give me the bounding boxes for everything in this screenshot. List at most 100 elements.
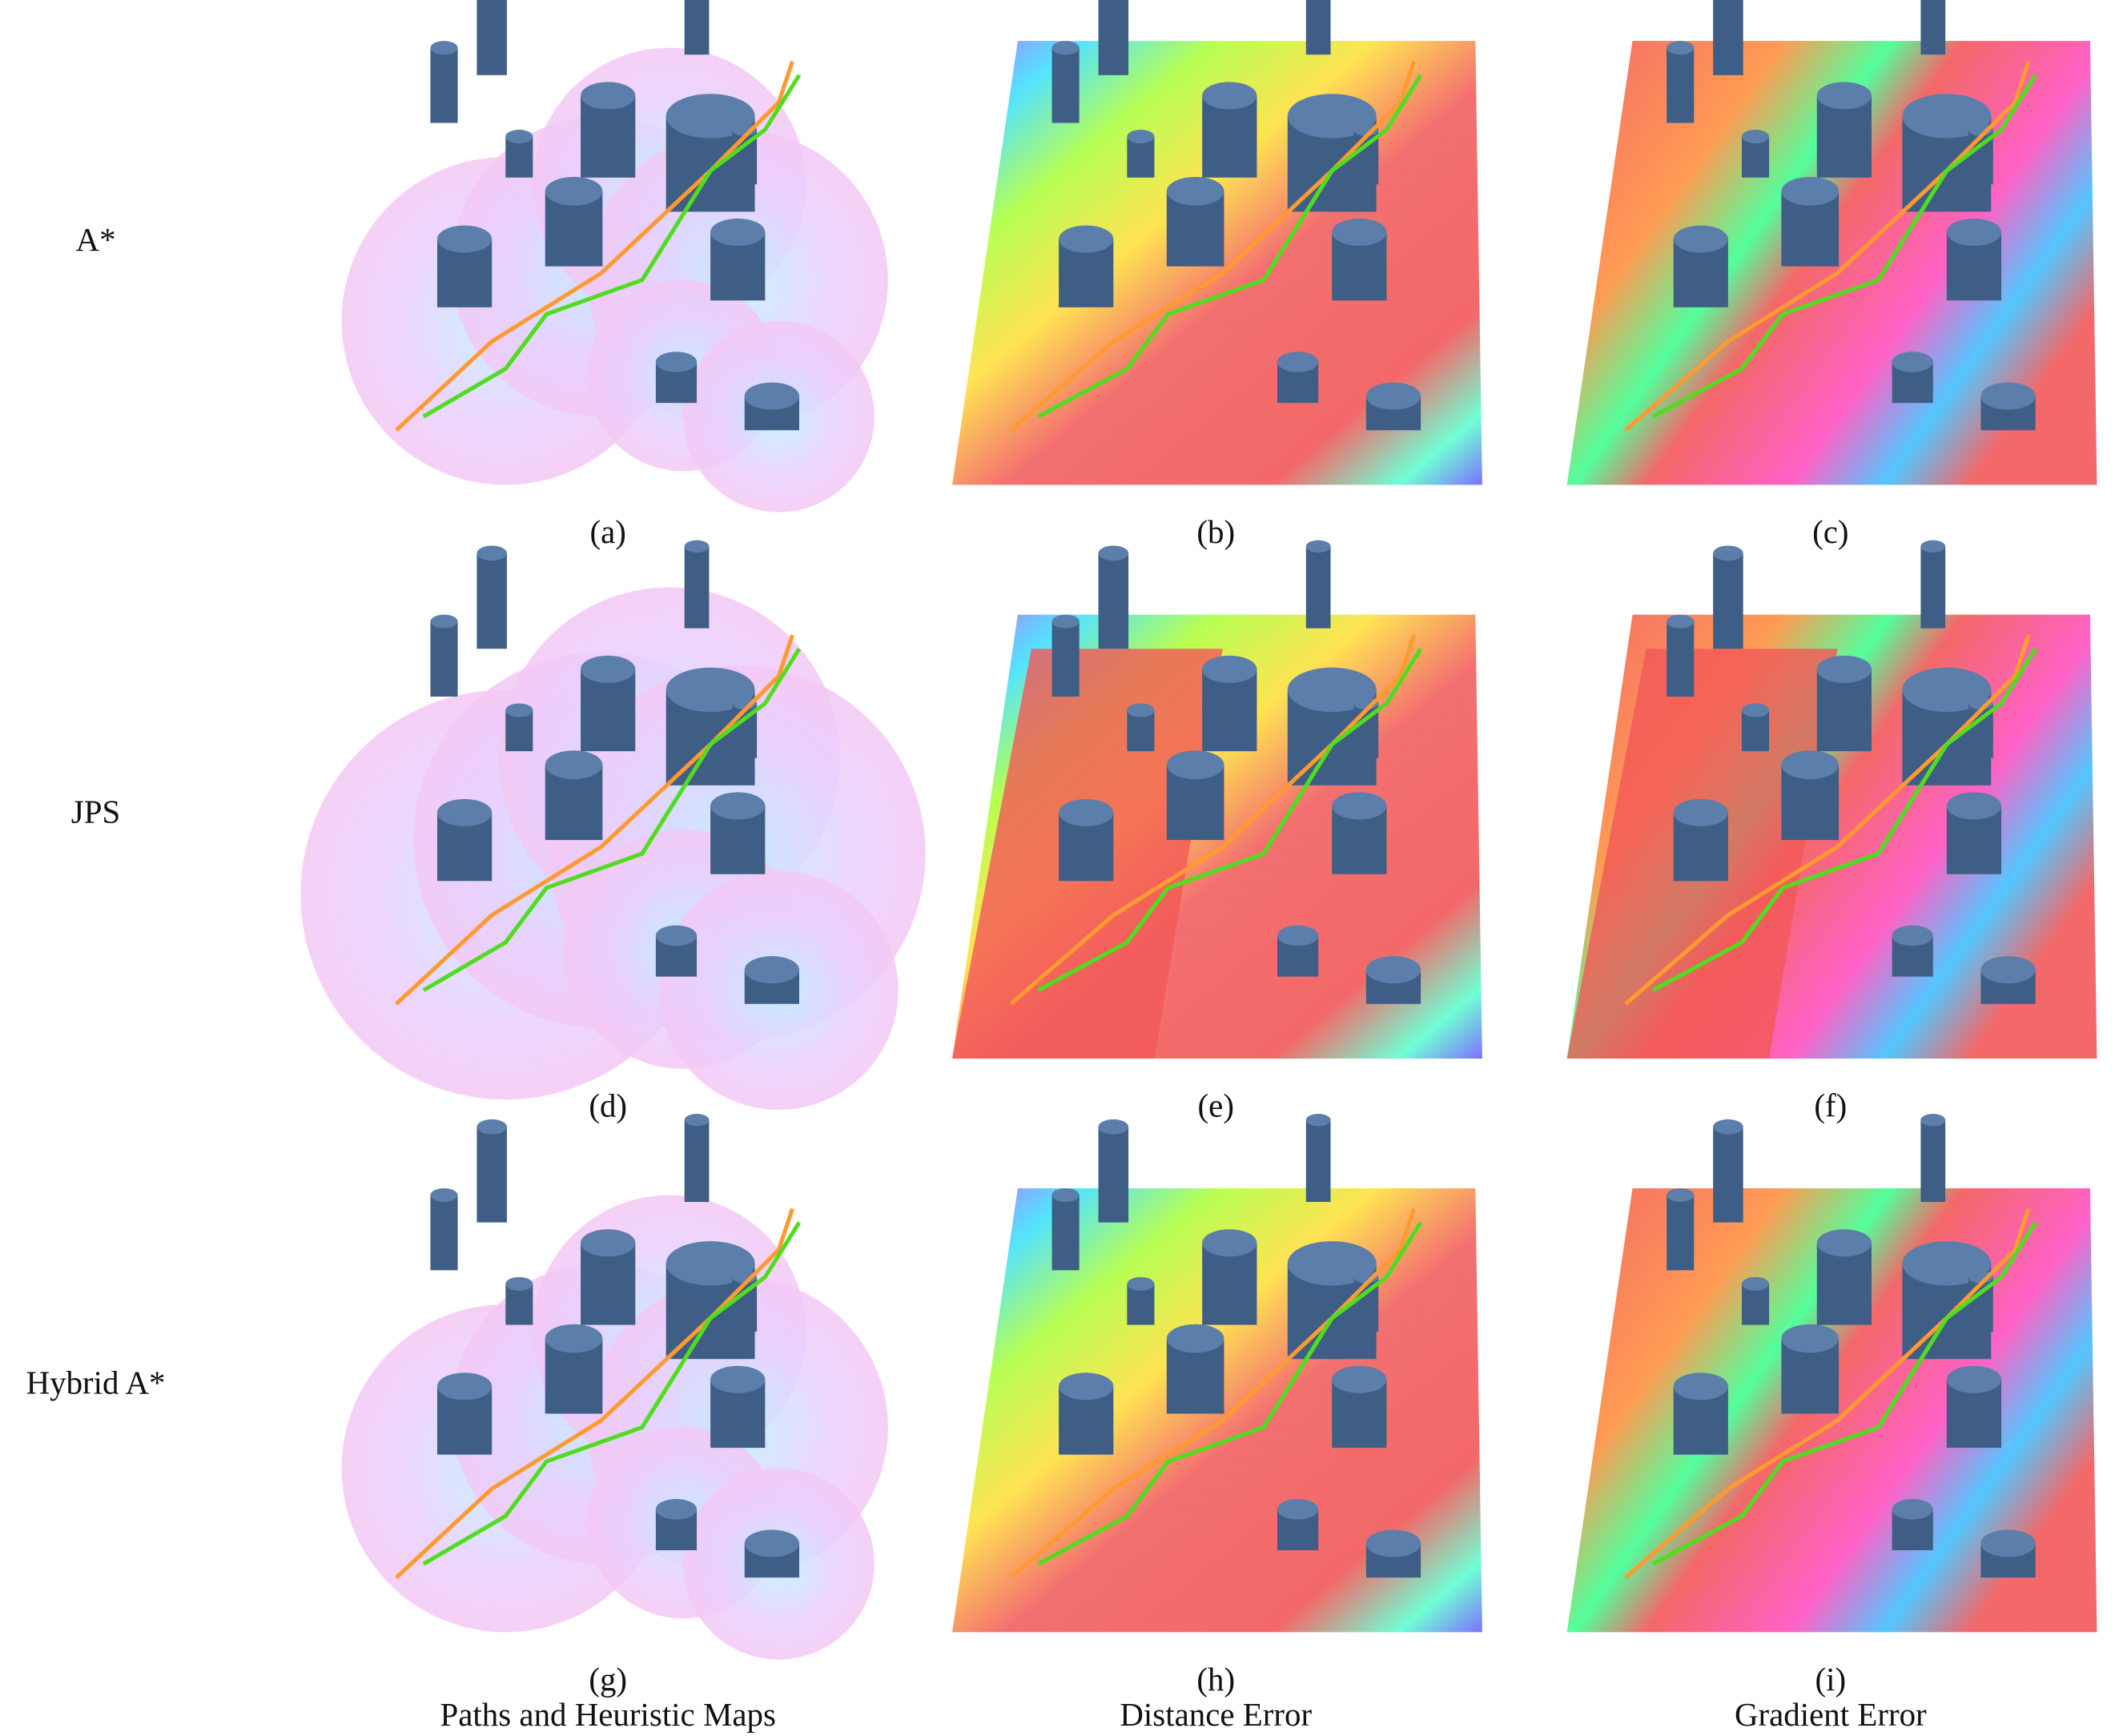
obstacle-top [1202,1229,1257,1257]
row-label: JPS [71,794,120,830]
obstacle [1713,1127,1743,1223]
panel-image [300,540,926,1110]
obstacle [1667,1195,1695,1271]
obstacle-top [1741,130,1770,144]
obstacle [1202,95,1257,178]
obstacle [684,0,710,55]
obstacle [581,95,636,178]
obstacle-top [1202,82,1257,110]
obstacle-top [1816,1229,1872,1257]
obstacle-top [1098,1119,1129,1135]
path-green [1651,647,2037,992]
obstacle [1667,621,1695,697]
column-caption: Paths and Heuristic Maps [440,1697,775,1733]
obstacle [1305,546,1331,629]
obstacle-top [1741,703,1770,717]
panel-label: (c) [1812,514,1848,550]
obstacle-top [436,1372,493,1400]
obstacle-top [1713,1119,1743,1135]
path-orange [1624,634,2031,1006]
obstacle [1051,1195,1080,1271]
obstacle-top [1277,1499,1319,1520]
obstacle [684,546,710,629]
obstacle-top [581,655,636,683]
obstacle-top [1902,667,1992,713]
obstacle-top [1902,1241,1992,1286]
obstacle-top [1051,1187,1080,1203]
obstacle-top [545,1324,603,1353]
obstacle [1098,1127,1129,1223]
obstacle [1051,47,1080,123]
obstacle-top [1365,382,1421,410]
obstacle-top [684,540,710,553]
obstacle-top [1946,1365,2002,1393]
obstacle-top [1892,1499,1933,1520]
obstacle-top [1781,176,1840,206]
obstacle-top [1287,94,1377,139]
obstacle-top [1667,41,1695,55]
panel-image [952,1114,1482,1633]
obstacle-top [581,1229,636,1257]
path-green [422,1221,802,1566]
obstacle [1713,0,1743,75]
obstacle-top [436,225,493,253]
obstacle-top [436,798,493,826]
panel-image [341,1114,888,1660]
obstacle [1816,95,1872,178]
obstacle [505,709,533,752]
path-orange [395,634,794,1006]
obstacle-top [1673,798,1728,826]
path-green [422,647,802,992]
obstacle [1305,0,1331,55]
obstacle-top [655,1499,698,1520]
obstacle-top [744,1529,799,1557]
obstacle [1920,0,1946,55]
obstacle [1667,47,1695,123]
obstacle-top [1920,1114,1946,1127]
obstacle-top [545,750,603,780]
obstacle [476,1127,507,1223]
obstacle-top [744,956,799,984]
path-green [1037,74,1423,419]
obstacle-top [1059,1372,1114,1400]
obstacle [684,1119,710,1203]
obstacle [1741,1284,1770,1325]
obstacle-top [1365,956,1421,984]
obstacle [1920,546,1946,629]
obstacle-top [505,1276,533,1291]
obstacle-top [1980,1529,2036,1557]
obstacle-top [665,94,755,139]
panel-label: (a) [589,514,625,550]
obstacle [1127,136,1155,178]
obstacle-top [505,703,533,717]
obstacle-top [505,130,533,144]
panel-image [1566,540,2097,1059]
path-orange [1624,1208,2031,1580]
path-orange [1009,634,1417,1006]
obstacle-top [710,1365,766,1393]
obstacle [1051,621,1080,697]
obstacle-top [1051,41,1080,55]
panel-image [1566,0,2097,485]
path-orange [1624,60,2031,432]
obstacle [1127,709,1155,752]
row-label: A* [76,222,116,258]
path-green [1651,1221,2037,1566]
panel-label: (g) [589,1662,627,1698]
obstacle-top [684,1114,710,1127]
obstacle-top [545,176,603,206]
path-green [1037,647,1423,992]
obstacle [430,1195,458,1271]
obstacle-top [1741,1276,1770,1291]
column-caption: Gradient Error [1735,1697,1927,1733]
obstacle-top [1902,94,1992,139]
obstacle-top [1980,956,2036,984]
obstacle-top [1287,667,1377,713]
path-orange [1009,1208,1417,1580]
obstacle-top [1816,82,1872,110]
obstacle-top [1673,225,1728,253]
path-orange [395,60,794,432]
obstacle-top [1287,1241,1377,1286]
panel-label: (h) [1196,1662,1235,1698]
